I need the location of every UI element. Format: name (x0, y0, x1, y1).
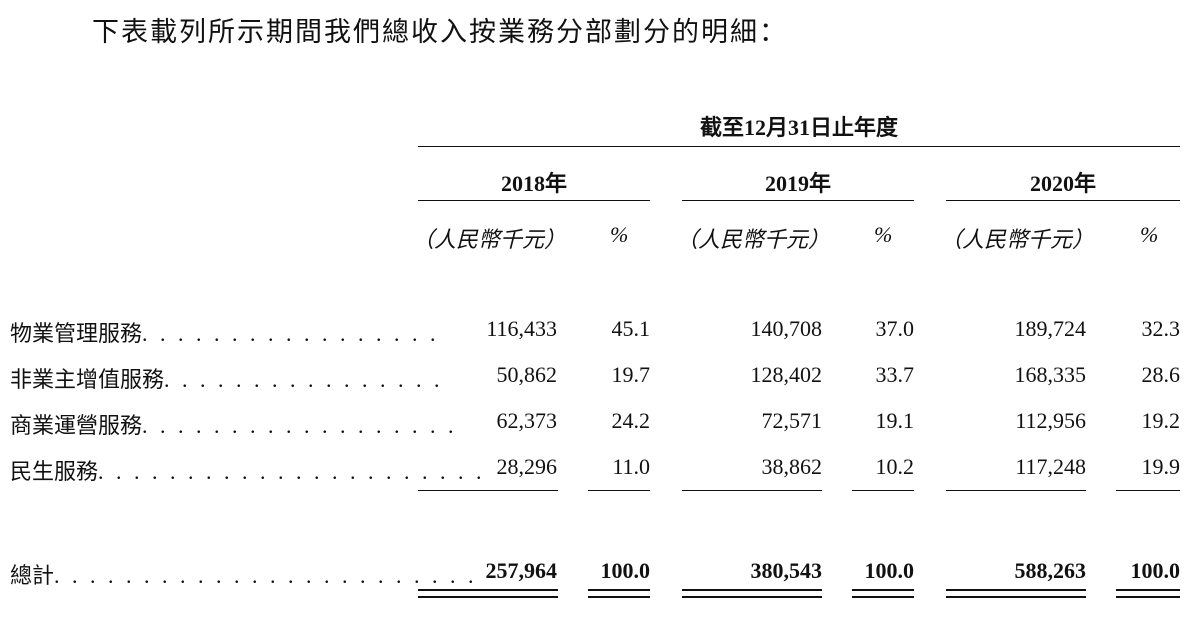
subtotal-rule-2020-percent (1116, 490, 1180, 491)
subtotal-rule-2019-percent (852, 490, 914, 491)
subtotal-rule-2020-amount (946, 490, 1086, 491)
total-double-rule-2020-amount (946, 589, 1086, 598)
row-label: 物業管理服務. . . . . . . . . . . . . . . . . (10, 316, 439, 348)
value-2019-amount: 140,708 (750, 316, 823, 341)
year-header-2019: 2019年 (764, 171, 831, 196)
value-2018-amount: 116,433 (486, 316, 557, 341)
value-2019-percent: 19.1 (875, 408, 915, 433)
period-header: 截至12月31日止年度 (699, 115, 898, 140)
year-rule-2019 (682, 200, 914, 201)
value-2020-percent: 19.9 (1141, 454, 1181, 479)
value-2019-percent: 33.7 (875, 362, 915, 387)
unit-label-2018: （人民幣千元） (412, 227, 567, 252)
value-2020-amount: 117,248 (1015, 454, 1086, 479)
leader-dots: . . . . . . . . . . . . . . . . . (142, 321, 440, 346)
value-2020-percent: 28.6 (1141, 362, 1181, 387)
value-2018-percent: 19.7 (611, 362, 651, 387)
total-2019-percent: 100.0 (864, 558, 915, 583)
value-2020-amount: 112,956 (1015, 408, 1086, 433)
percent-label-2020: % (1140, 222, 1159, 247)
value-2018-percent: 11.0 (612, 454, 650, 479)
subtotal-rule-2019-amount (682, 490, 822, 491)
leader-dots: . . . . . . . . . . . . . . . . (164, 367, 444, 392)
total-2020-percent: 100.0 (1130, 558, 1181, 583)
value-2018-percent: 45.1 (611, 316, 651, 341)
leader-dots: . . . . . . . . . . . . . . . . . . . . … (98, 459, 486, 484)
row-label: 商業運營服務. . . . . . . . . . . . . . . . . … (10, 408, 457, 440)
year-header-2018: 2018年 (500, 171, 567, 196)
intro-text: 下表載列所示期間我們總收入按業務分部劃分的明細： (92, 17, 788, 47)
value-2018-percent: 24.2 (611, 408, 651, 433)
total-2019-amount: 380,543 (750, 558, 823, 583)
leader-dots: . . . . . . . . . . . . . . . . . . . . … (54, 563, 478, 588)
total-double-rule-2020-percent (1116, 589, 1180, 598)
year-rule-2018 (418, 200, 650, 201)
value-2018-amount: 50,862 (496, 362, 558, 387)
total-2018-percent: 100.0 (600, 558, 651, 583)
value-2019-percent: 10.2 (875, 454, 915, 479)
value-2019-amount: 128,402 (750, 362, 823, 387)
total-double-rule-2018-percent (588, 589, 650, 598)
total-label: 總計. . . . . . . . . . . . . . . . . . . … (10, 558, 477, 590)
total-2018-amount: 257,964 (485, 558, 558, 583)
row-label: 非業主增值服務. . . . . . . . . . . . . . . . (10, 362, 443, 394)
subtotal-rule-2018-percent (588, 490, 650, 491)
row-label-text: 物業管理服務 (10, 321, 143, 346)
year-rule-2020 (946, 200, 1180, 201)
total-2020-amount: 588,263 (1014, 558, 1087, 583)
subtotal-rule-2018-amount (418, 490, 558, 491)
row-label-text: 商業運營服務 (10, 413, 143, 438)
unit-label-2020: （人民幣千元） (940, 227, 1095, 252)
value-2019-amount: 72,571 (761, 408, 823, 433)
total-double-rule-2019-amount (682, 589, 822, 598)
period-rule (418, 146, 1180, 147)
row-label-text: 非業主增值服務 (10, 367, 165, 392)
value-2020-percent: 19.2 (1141, 408, 1181, 433)
total-double-rule-2019-percent (852, 589, 914, 598)
row-label-text: 民生服務 (10, 459, 99, 484)
total-label-text: 總計 (10, 563, 55, 588)
percent-label-2019: % (874, 222, 893, 247)
row-label: 民生服務. . . . . . . . . . . . . . . . . . … (10, 454, 485, 486)
value-2018-amount: 28,296 (496, 454, 558, 479)
value-2018-amount: 62,373 (496, 408, 558, 433)
year-header-2020: 2020年 (1029, 171, 1096, 196)
value-2020-amount: 168,335 (1014, 362, 1087, 387)
percent-label-2018: % (610, 222, 629, 247)
value-2019-percent: 37.0 (875, 316, 915, 341)
total-double-rule-2018-amount (418, 589, 558, 598)
value-2019-amount: 38,862 (761, 454, 823, 479)
unit-label-2019: （人民幣千元） (676, 227, 831, 252)
value-2020-percent: 32.3 (1141, 316, 1181, 341)
value-2020-amount: 189,724 (1014, 316, 1087, 341)
leader-dots: . . . . . . . . . . . . . . . . . . (142, 413, 458, 438)
